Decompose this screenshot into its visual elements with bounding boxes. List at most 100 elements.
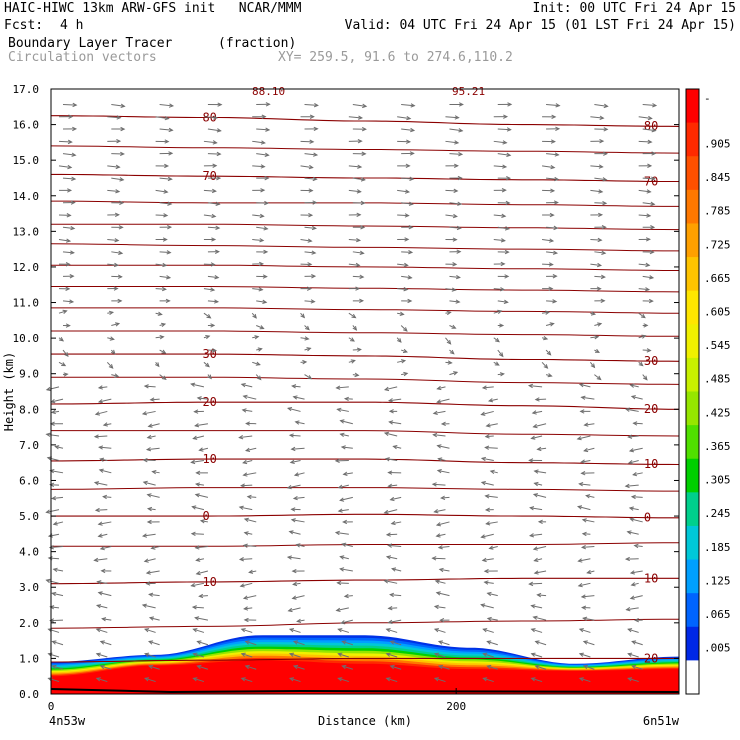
vector-head: [383, 386, 390, 392]
vector-head: [312, 176, 318, 182]
circulation-vector: [545, 322, 555, 327]
circulation-vector: [480, 603, 494, 609]
circulation-vector: [590, 189, 604, 194]
circulation-vector: [191, 605, 204, 610]
vector-head: [391, 567, 397, 572]
vector-head: [164, 139, 170, 144]
vector-shaft: [203, 312, 211, 319]
vector-head: [292, 581, 298, 587]
vector-shaft: [449, 300, 460, 303]
vector-shaft: [481, 481, 494, 486]
circulation-vector: [445, 163, 459, 168]
circulation-vector: [391, 567, 402, 572]
vector-head: [601, 250, 607, 255]
vector-head: [533, 469, 539, 474]
vector-shaft: [441, 496, 450, 499]
vector-shaft: [529, 385, 543, 388]
circulation-vector: [58, 309, 68, 314]
circulation-vector: [256, 127, 271, 132]
circulation-vector: [290, 507, 301, 512]
vector-head: [383, 431, 390, 436]
vector-shaft: [432, 483, 446, 486]
vector-shaft: [106, 361, 114, 369]
colorbar-label: .005: [704, 642, 731, 655]
colorbar-segment: [686, 458, 699, 493]
vector-shaft: [193, 628, 205, 633]
circulation-vector: [385, 677, 398, 683]
vector-head: [146, 434, 152, 440]
circulation-vector: [401, 275, 413, 280]
circulation-vector: [401, 371, 409, 377]
vector-shaft: [191, 460, 204, 463]
vector-head: [119, 177, 125, 182]
circulation-vector: [546, 299, 558, 304]
vector-head: [628, 448, 635, 453]
circulation-vector: [97, 398, 112, 404]
circulation-vector: [242, 543, 257, 548]
vector-shaft: [434, 509, 446, 513]
vector-head: [98, 445, 104, 450]
vector-shaft: [590, 263, 602, 267]
vector-head: [651, 151, 657, 156]
vector-head: [628, 506, 634, 511]
vector-shaft: [159, 275, 171, 279]
circulation-vector: [111, 126, 126, 132]
vector-head: [141, 411, 148, 416]
vector-shaft: [437, 445, 450, 449]
vector-shaft: [107, 189, 120, 193]
circulation-vector: [589, 362, 596, 369]
circulation-vector: [252, 287, 264, 292]
circulation-vector: [336, 580, 349, 586]
vector-head: [583, 447, 589, 453]
circulation-vector: [256, 274, 268, 279]
vector-shaft: [352, 275, 364, 278]
vector-head: [504, 226, 511, 231]
vector-shaft: [389, 421, 402, 425]
vector-head: [647, 139, 653, 144]
circulation-vector: [401, 298, 413, 304]
vector-head: [242, 543, 248, 548]
vector-shaft: [207, 300, 218, 303]
circulation-vector: [155, 115, 170, 121]
vector-shaft: [638, 189, 651, 193]
y-tick-label: 0.0: [19, 688, 39, 701]
vector-head: [246, 494, 252, 500]
vector-head: [148, 640, 154, 645]
vector-shaft: [256, 128, 270, 131]
circulation-vector: [292, 640, 305, 646]
vector-head: [307, 262, 313, 267]
vector-shaft: [336, 386, 349, 389]
circulation-vector: [480, 456, 494, 462]
circulation-vector: [252, 361, 261, 366]
vector-head: [144, 677, 150, 682]
vector-head: [259, 325, 265, 330]
circulation-vector: [594, 348, 601, 353]
vector-head: [452, 213, 458, 219]
vector-shaft: [207, 202, 220, 205]
circulation-vector: [579, 409, 591, 414]
vector-head: [337, 652, 343, 657]
vector-head: [581, 605, 587, 610]
circulation-vector: [159, 176, 173, 182]
vector-head: [446, 339, 452, 345]
circulation-vector: [486, 640, 498, 646]
vector-head: [307, 375, 313, 380]
vector-head: [45, 386, 51, 392]
vector-shaft: [445, 214, 457, 218]
vector-head: [502, 164, 508, 169]
circulation-vector: [51, 664, 64, 670]
circulation-vector: [387, 543, 402, 548]
circulation-vector: [578, 482, 591, 487]
vector-shaft: [583, 640, 595, 646]
vector-shaft: [304, 300, 315, 303]
vector-head: [69, 250, 75, 255]
vector-shaft: [594, 202, 607, 204]
circulation-vector: [199, 519, 209, 524]
vector-shaft: [252, 239, 264, 242]
circulation-vector: [580, 395, 595, 400]
circulation-vector: [585, 494, 595, 499]
circulation-vector: [352, 177, 366, 182]
vector-shaft: [590, 116, 604, 119]
vector-head: [602, 177, 608, 182]
circulation-vector: [50, 398, 64, 404]
